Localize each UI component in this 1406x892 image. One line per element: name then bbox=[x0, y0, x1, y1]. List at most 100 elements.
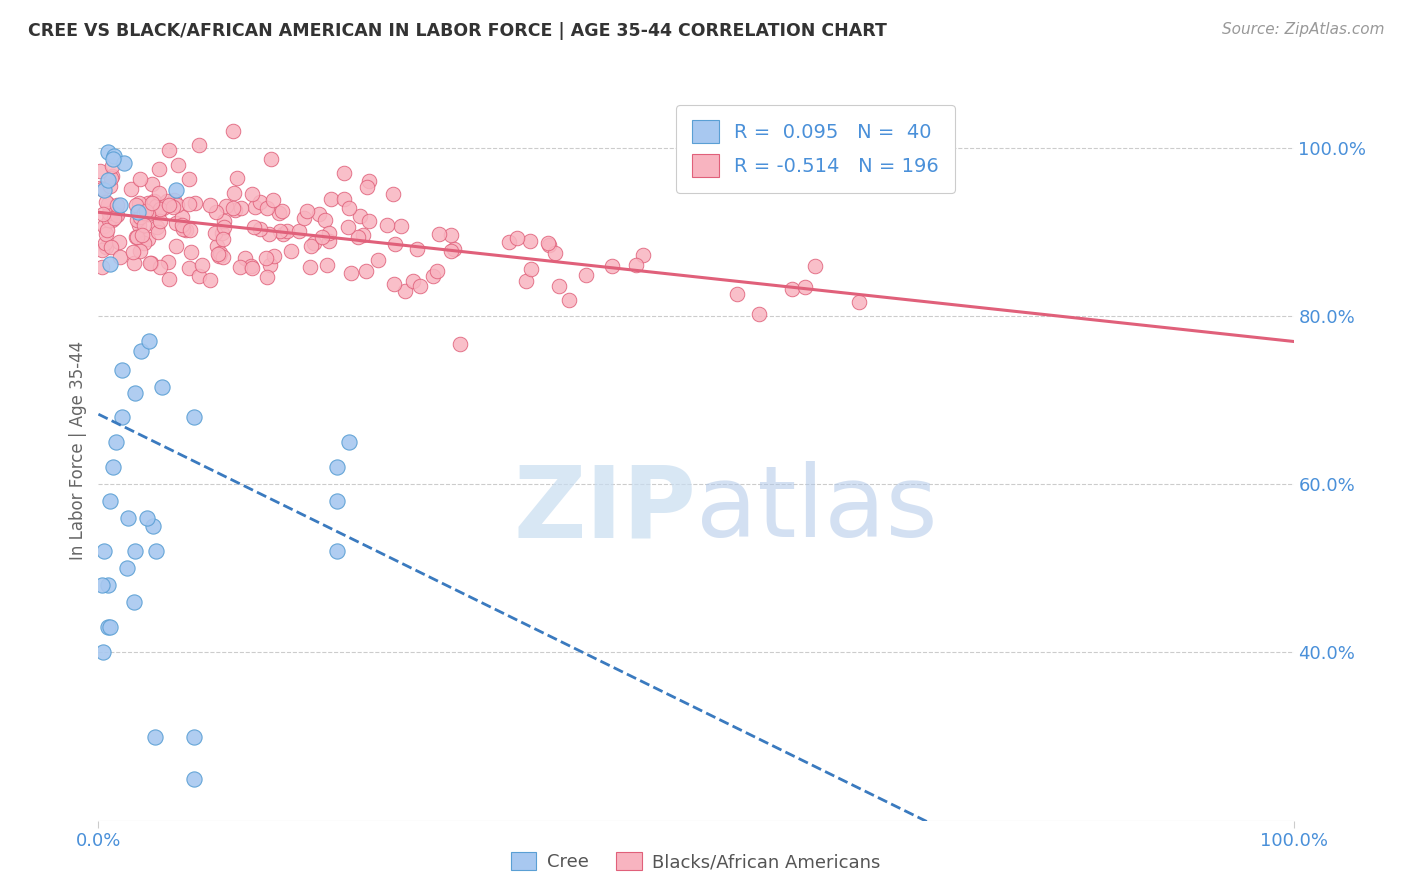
Point bbox=[111, 363, 134, 377]
Point bbox=[848, 294, 870, 309]
Point bbox=[152, 201, 174, 215]
Point bbox=[89, 163, 111, 178]
Point bbox=[347, 230, 370, 244]
Point bbox=[498, 235, 520, 249]
Point bbox=[156, 194, 179, 208]
Point bbox=[212, 219, 235, 234]
Point bbox=[297, 203, 319, 218]
Point bbox=[167, 158, 190, 172]
Point bbox=[242, 186, 264, 201]
Point bbox=[139, 256, 162, 270]
Point bbox=[557, 293, 579, 308]
Point bbox=[163, 193, 186, 207]
Point bbox=[519, 234, 541, 248]
Point bbox=[141, 196, 163, 211]
Point bbox=[315, 258, 337, 272]
Point bbox=[125, 198, 148, 212]
Point bbox=[138, 334, 160, 348]
Point bbox=[101, 460, 124, 475]
Point bbox=[205, 205, 228, 219]
Point bbox=[204, 226, 226, 240]
Point bbox=[143, 194, 166, 208]
Point bbox=[538, 238, 561, 252]
Point bbox=[165, 216, 187, 230]
Point bbox=[129, 244, 152, 259]
Point bbox=[270, 204, 292, 219]
Point bbox=[240, 259, 263, 273]
Point bbox=[229, 201, 252, 215]
Point bbox=[333, 166, 356, 180]
Point bbox=[205, 239, 228, 253]
Point bbox=[375, 218, 398, 232]
Point bbox=[298, 260, 321, 274]
Point bbox=[91, 181, 114, 195]
Point bbox=[249, 195, 271, 210]
Point bbox=[132, 219, 155, 233]
Point bbox=[129, 172, 152, 186]
Point bbox=[150, 379, 173, 393]
Point bbox=[401, 274, 423, 288]
Point bbox=[180, 245, 202, 260]
Point bbox=[93, 183, 115, 197]
Point bbox=[89, 180, 111, 194]
Point bbox=[174, 223, 197, 237]
Point bbox=[91, 243, 114, 257]
Point bbox=[188, 268, 211, 283]
Point bbox=[125, 212, 148, 227]
Point bbox=[148, 186, 170, 201]
Point bbox=[311, 229, 333, 244]
Point bbox=[256, 201, 278, 215]
Point bbox=[394, 284, 416, 298]
Point bbox=[326, 460, 349, 475]
Point bbox=[97, 620, 120, 634]
Point bbox=[91, 578, 114, 592]
Point bbox=[125, 230, 148, 244]
Point bbox=[135, 206, 157, 220]
Point bbox=[326, 544, 349, 558]
Point bbox=[101, 205, 124, 219]
Point bbox=[127, 229, 149, 244]
Point bbox=[97, 578, 120, 592]
Point bbox=[122, 244, 145, 259]
Point bbox=[292, 211, 315, 225]
Point bbox=[148, 161, 170, 176]
Point bbox=[146, 220, 169, 235]
Point bbox=[91, 260, 114, 274]
Point bbox=[105, 197, 128, 211]
Point bbox=[214, 214, 236, 228]
Point bbox=[515, 274, 537, 288]
Point bbox=[780, 282, 803, 296]
Point bbox=[257, 227, 280, 241]
Point bbox=[101, 213, 124, 227]
Point bbox=[208, 249, 231, 263]
Point bbox=[318, 234, 340, 248]
Point bbox=[804, 260, 827, 274]
Point bbox=[256, 269, 278, 284]
Point bbox=[222, 201, 245, 215]
Point bbox=[352, 227, 374, 242]
Point bbox=[212, 231, 235, 245]
Point bbox=[157, 272, 180, 286]
Point bbox=[103, 149, 125, 163]
Point bbox=[349, 209, 371, 223]
Point bbox=[336, 219, 359, 234]
Point bbox=[326, 494, 349, 508]
Point bbox=[287, 223, 309, 237]
Point bbox=[145, 544, 167, 558]
Point bbox=[117, 510, 139, 524]
Point bbox=[262, 193, 284, 207]
Point bbox=[108, 250, 131, 264]
Point bbox=[149, 260, 172, 274]
Point bbox=[548, 279, 571, 293]
Point bbox=[208, 246, 231, 260]
Point bbox=[183, 409, 205, 424]
Point bbox=[200, 273, 222, 287]
Point bbox=[172, 222, 194, 236]
Point bbox=[129, 210, 152, 224]
Point bbox=[794, 280, 817, 294]
Point bbox=[136, 510, 159, 524]
Point bbox=[382, 277, 405, 291]
Point bbox=[166, 198, 188, 212]
Point bbox=[139, 256, 162, 270]
Point bbox=[449, 337, 471, 351]
